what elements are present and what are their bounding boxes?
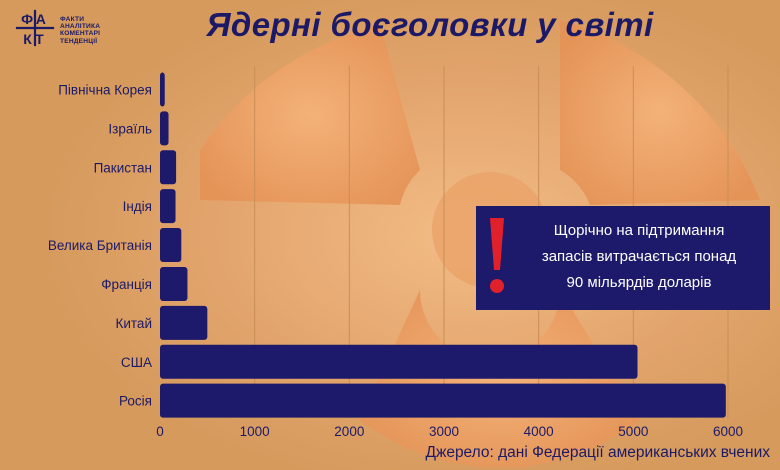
logo: ФА КТ ФАКТИ АНАЛІТИКА КОМЕНТАРІ ТЕНДЕНЦІ…: [14, 8, 174, 48]
bar: [160, 111, 169, 146]
callout-line: запасів витрачається понад: [541, 248, 737, 265]
bar: [160, 189, 176, 224]
tick-label: 3000: [429, 424, 459, 439]
logo-mark-bottom: КТ: [23, 31, 46, 47]
callout-line: Щорічно на підтримання: [553, 222, 725, 239]
logo-text: ФАКТИ АНАЛІТИКА КОМЕНТАРІ ТЕНДЕНЦІЇ: [60, 16, 100, 45]
bar: [160, 383, 726, 418]
tick-label: 4000: [524, 424, 554, 439]
logo-line: ФАКТИ: [60, 16, 85, 23]
category-label: Північна Корея: [58, 82, 152, 97]
bar: [160, 228, 182, 263]
callout-text: Щорічно на підтримання запасів витрачаєт…: [514, 218, 764, 296]
source-note: Джерело: дані Федерації американських вч…: [425, 444, 770, 461]
tick-label: 5000: [618, 424, 648, 439]
bar: [160, 150, 177, 185]
category-label: Ізраїль: [108, 121, 152, 136]
bar: [160, 72, 165, 107]
logo-line: ТЕНДЕНЦІЇ: [60, 37, 98, 45]
logo-line: АНАЛІТИКА: [60, 23, 101, 31]
tick-label: 0: [156, 424, 164, 439]
bar: [160, 344, 638, 379]
category-label: Китай: [116, 316, 153, 331]
logo-mark-top: ФА: [21, 11, 49, 27]
logo-line: КОМЕНТАРІ: [60, 30, 101, 38]
tick-label: 2000: [334, 424, 364, 439]
category-label: США: [121, 355, 152, 370]
logo-mark: ФА КТ: [15, 9, 55, 47]
bar: [160, 305, 208, 340]
callout-line: 90 мільярдів доларів: [566, 274, 712, 291]
category-label: Велика Британія: [48, 238, 152, 253]
bar: [160, 266, 188, 301]
tick-label: 1000: [240, 424, 270, 439]
category-label: Франція: [101, 277, 152, 292]
exclamation-icon: [490, 218, 504, 293]
chart-title: Ядерні боєголовки у світі: [206, 6, 654, 43]
category-label: Росія: [119, 394, 152, 409]
callout-box: Щорічно на підтримання запасів витрачаєт…: [476, 206, 770, 310]
category-label: Пакистан: [94, 160, 152, 175]
tick-label: 6000: [713, 424, 743, 439]
category-label: Індія: [123, 199, 152, 214]
